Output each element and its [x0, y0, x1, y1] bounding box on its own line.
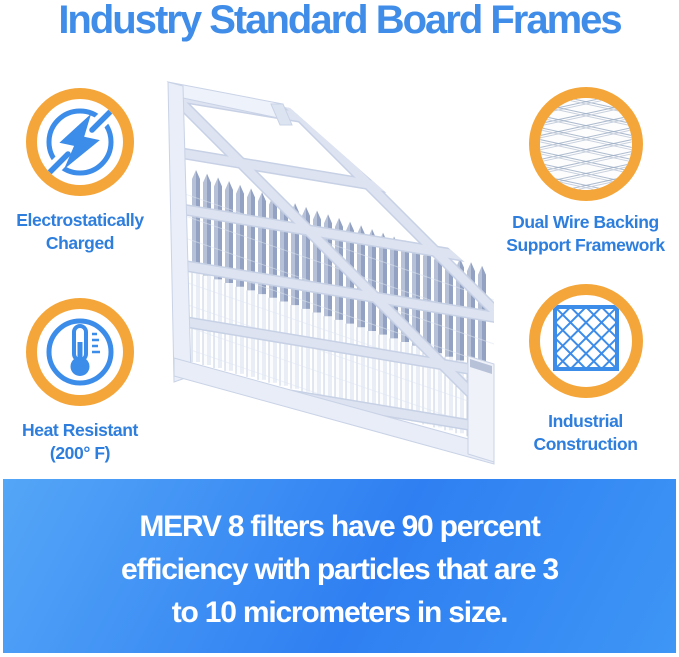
feature-label-wire: Dual Wire Backing Support Framework [506, 211, 665, 257]
merv-banner: MERV 8 filters have 90 percent efficienc… [3, 479, 676, 653]
banner-line: efficiency with particles that are 3 [121, 552, 559, 586]
feature-heat-resistant: Heat Resistant (200° F) [0, 298, 160, 465]
banner-line: MERV 8 filters have 90 percent [139, 509, 541, 543]
wire-mesh-icon [528, 87, 643, 201]
label-line: Industrial [548, 411, 623, 431]
feature-label-electrostatic: Electrostatically Charged [16, 209, 144, 255]
label-line: Heat Resistant [22, 420, 138, 440]
label-line: Support Framework [506, 235, 665, 255]
lattice-grid-icon [528, 284, 643, 398]
page-title: Industry Standard Board Frames [58, 0, 622, 42]
lightning-icon [26, 88, 134, 196]
label-line: Electrostatically [16, 210, 144, 230]
feature-label-industrial: Industrial Construction [533, 410, 637, 456]
feature-industrial: Industrial Construction [494, 284, 677, 456]
feature-wire-backing: Dual Wire Backing Support Framework [492, 87, 679, 257]
label-line: Charged [45, 233, 115, 253]
pleated-air-filter-illustration [150, 62, 500, 482]
banner-line: to 10 micrometers in size. [171, 595, 509, 629]
thermometer-icon [26, 298, 134, 406]
label-line: (200° F) [49, 443, 111, 463]
label-line: Dual Wire Backing [512, 212, 659, 232]
label-line: Construction [533, 434, 638, 454]
feature-label-heat: Heat Resistant (200° F) [22, 419, 138, 465]
feature-electrostatic: Electrostatically Charged [0, 88, 160, 255]
